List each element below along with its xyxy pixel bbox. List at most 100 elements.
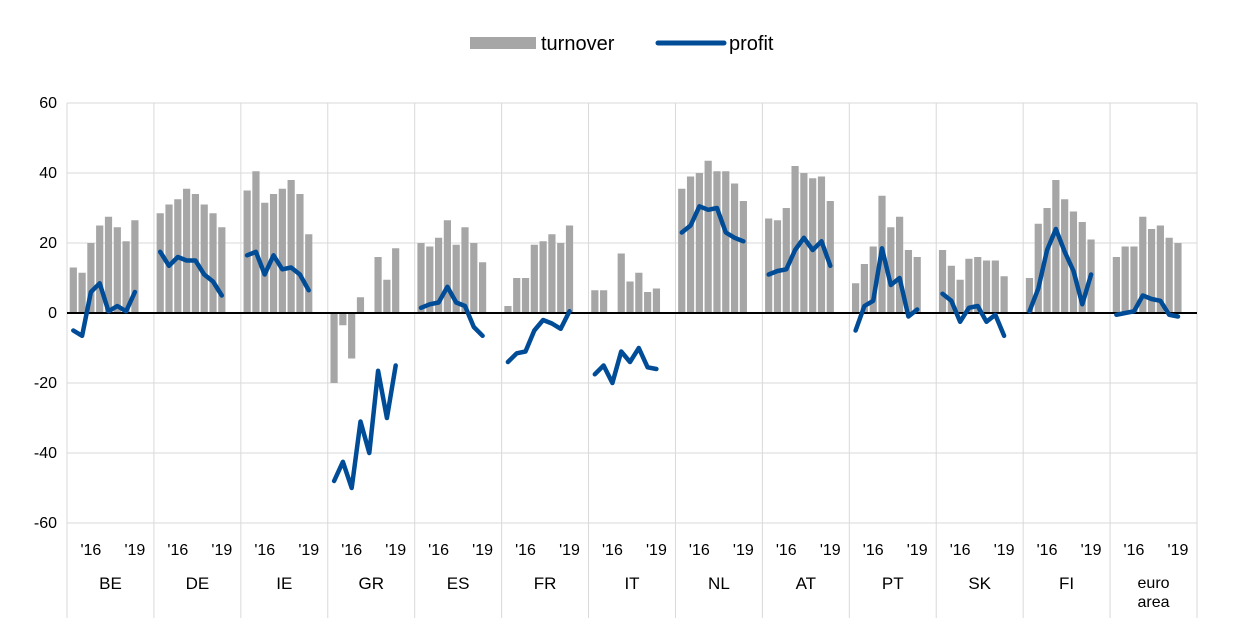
y-tick-label: -40 xyxy=(34,445,57,462)
turnover-bar xyxy=(617,253,625,313)
turnover-bar xyxy=(887,227,895,313)
turnover-bar xyxy=(261,202,269,313)
turnover-bar xyxy=(383,279,391,313)
x-year-label: '16 xyxy=(341,542,362,559)
turnover-bar xyxy=(1165,237,1173,313)
profit-line xyxy=(766,235,833,277)
legend: turnover profit xyxy=(470,33,774,55)
y-tick-label: 60 xyxy=(39,95,57,112)
turnover-bar xyxy=(539,241,547,313)
turnover-bar xyxy=(722,171,730,313)
turnover-bar xyxy=(548,234,556,313)
country-label: NL xyxy=(708,574,730,593)
turnover-bar xyxy=(913,257,921,313)
turnover-bar xyxy=(896,216,904,313)
turnover-bar xyxy=(644,292,652,313)
turnover-bar xyxy=(461,227,469,313)
turnover-bar xyxy=(443,220,451,313)
turnover-bar xyxy=(470,243,478,313)
legend-label-profit: profit xyxy=(729,33,774,55)
x-year-label: '16 xyxy=(863,542,884,559)
turnover-bar xyxy=(156,213,164,313)
country-label: IT xyxy=(624,574,639,593)
turnover-bar xyxy=(730,183,739,313)
country-label: AT xyxy=(796,574,816,593)
turnover-bar xyxy=(69,267,77,313)
turnover-bar xyxy=(356,297,365,313)
turnover-bar xyxy=(434,237,443,313)
turnover-bar xyxy=(1130,246,1138,313)
legend-swatch-turnover xyxy=(470,37,536,49)
x-year-label: '19 xyxy=(559,542,580,559)
turnover-bar xyxy=(678,188,686,313)
country-label: GR xyxy=(358,574,384,593)
x-year-label: '16 xyxy=(950,542,971,559)
turnover-bar xyxy=(478,262,487,313)
turnover-bar xyxy=(965,258,973,313)
profit-line xyxy=(1114,293,1181,319)
x-year-label: '19 xyxy=(385,542,406,559)
x-year-label: '19 xyxy=(994,542,1015,559)
turnover-bar xyxy=(87,243,95,313)
turnover-bar xyxy=(557,243,565,313)
turnover-bar xyxy=(1043,208,1051,313)
turnover-bar xyxy=(305,234,313,313)
profit-line xyxy=(71,281,138,339)
turnover-bar xyxy=(122,241,130,313)
x-year-label: '16 xyxy=(428,542,449,559)
turnover-bar xyxy=(739,201,747,313)
country-label: FI xyxy=(1059,574,1074,593)
country-label: SK xyxy=(968,574,991,593)
turnover-bar xyxy=(809,178,817,313)
y-tick-label: 40 xyxy=(39,165,57,182)
country-label: euro xyxy=(1138,575,1170,592)
turnover-bar xyxy=(426,246,434,313)
turnover-bar xyxy=(800,173,808,313)
profit-line xyxy=(244,249,311,293)
country-label: DE xyxy=(186,574,210,593)
x-year-label: '19 xyxy=(646,542,667,559)
country-label: FR xyxy=(534,574,557,593)
turnover-bar xyxy=(330,313,338,383)
turnover-bar xyxy=(113,227,121,313)
turnover-bar xyxy=(287,180,295,313)
turnover-bar xyxy=(652,288,661,313)
turnover-bar xyxy=(78,272,86,313)
turnover-bar xyxy=(104,216,113,313)
profit-line xyxy=(1027,226,1094,314)
turnover-bar xyxy=(1000,276,1008,313)
x-year-label: '19 xyxy=(124,542,145,559)
turnover-bar xyxy=(1174,243,1182,313)
profit-line xyxy=(418,284,485,339)
country-label: ES xyxy=(447,574,470,593)
x-year-label: '16 xyxy=(515,542,536,559)
turnover-bar xyxy=(591,290,599,313)
turnover-bar xyxy=(852,283,860,313)
turnover-bar xyxy=(1147,229,1156,313)
x-year-label: '19 xyxy=(211,542,232,559)
turnover-bar xyxy=(1139,216,1147,313)
turnover-bar xyxy=(348,313,356,359)
country-label: area xyxy=(1138,594,1170,611)
turnover-bar xyxy=(1078,222,1086,313)
turnover-bar xyxy=(704,160,712,313)
x-year-label: '16 xyxy=(254,542,275,559)
x-year-label: '19 xyxy=(1081,542,1102,559)
turnover-bar xyxy=(635,272,643,313)
turnover-bar xyxy=(904,250,913,313)
turnover-bar xyxy=(956,279,964,313)
profit-line xyxy=(331,363,398,491)
x-year-label: '19 xyxy=(298,542,319,559)
x-year-label: '16 xyxy=(167,542,188,559)
turnover-bar xyxy=(191,194,200,313)
x-year-label: '16 xyxy=(689,542,710,559)
turnover-bar xyxy=(1034,223,1042,313)
turnover-bar xyxy=(417,243,425,313)
turnover-bar xyxy=(296,194,304,313)
turnover-bar xyxy=(1112,257,1120,313)
x-year-label: '16 xyxy=(1037,542,1058,559)
turnover-bar xyxy=(1156,225,1164,313)
x-year-label: '19 xyxy=(733,542,754,559)
y-tick-label: -60 xyxy=(34,515,57,532)
